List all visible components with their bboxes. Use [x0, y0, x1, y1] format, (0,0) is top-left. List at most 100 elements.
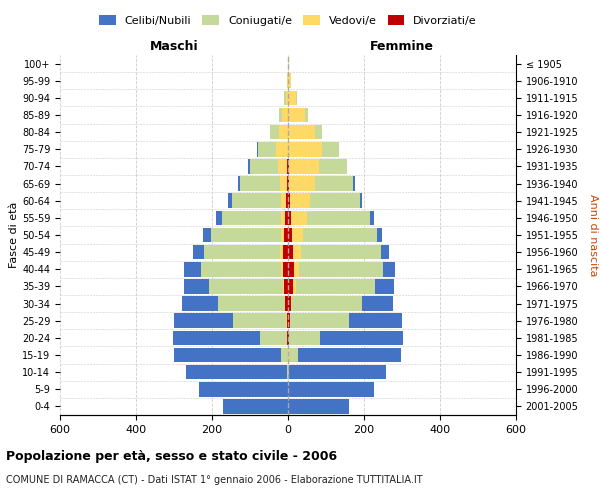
- Bar: [280, 176, 287, 191]
- Bar: [286, 210, 288, 225]
- Text: Maschi: Maschi: [149, 40, 199, 54]
- Bar: [281, 210, 286, 225]
- Bar: [248, 159, 250, 174]
- Bar: [203, 228, 211, 242]
- Bar: [288, 74, 290, 88]
- Bar: [288, 296, 290, 311]
- Bar: [278, 125, 288, 140]
- Text: Femmine: Femmine: [370, 40, 434, 54]
- Bar: [314, 125, 322, 140]
- Bar: [288, 210, 291, 225]
- Bar: [298, 348, 401, 362]
- Bar: [238, 176, 240, 191]
- Bar: [223, 399, 288, 413]
- Bar: [281, 194, 286, 208]
- Bar: [276, 142, 287, 156]
- Bar: [370, 210, 373, 225]
- Bar: [360, 194, 362, 208]
- Bar: [288, 228, 292, 242]
- Bar: [291, 210, 307, 225]
- Bar: [381, 245, 389, 260]
- Bar: [289, 176, 315, 191]
- Bar: [228, 194, 232, 208]
- Bar: [310, 194, 360, 208]
- Bar: [296, 279, 376, 293]
- Bar: [293, 245, 301, 260]
- Bar: [284, 279, 288, 293]
- Bar: [270, 125, 278, 140]
- Bar: [292, 296, 362, 311]
- Bar: [288, 245, 293, 260]
- Bar: [202, 262, 281, 276]
- Bar: [280, 245, 283, 260]
- Bar: [383, 262, 395, 276]
- Bar: [319, 159, 347, 174]
- Bar: [322, 142, 338, 156]
- Bar: [288, 176, 289, 191]
- Bar: [320, 330, 403, 345]
- Bar: [288, 194, 290, 208]
- Bar: [182, 296, 218, 311]
- Bar: [288, 125, 314, 140]
- Y-axis label: Fasce di età: Fasce di età: [9, 202, 19, 268]
- Bar: [292, 228, 303, 242]
- Bar: [288, 56, 289, 71]
- Text: COMUNE DI RAMACCA (CT) - Dati ISTAT 1° gennaio 2006 - Elaborazione TUTTITALIA.IT: COMUNE DI RAMACCA (CT) - Dati ISTAT 1° g…: [6, 475, 422, 485]
- Bar: [283, 279, 284, 293]
- Bar: [232, 194, 281, 208]
- Bar: [199, 382, 288, 396]
- Bar: [218, 296, 284, 311]
- Y-axis label: Anni di nascita: Anni di nascita: [588, 194, 598, 276]
- Bar: [257, 142, 258, 156]
- Bar: [287, 314, 288, 328]
- Bar: [296, 90, 297, 105]
- Bar: [376, 279, 394, 293]
- Bar: [281, 228, 284, 242]
- Bar: [289, 142, 322, 156]
- Bar: [294, 262, 299, 276]
- Bar: [353, 176, 355, 191]
- Bar: [287, 330, 288, 345]
- Bar: [289, 365, 386, 380]
- Bar: [186, 365, 287, 380]
- Bar: [288, 330, 289, 345]
- Bar: [288, 90, 296, 105]
- Bar: [209, 279, 283, 293]
- Bar: [283, 108, 288, 122]
- Bar: [301, 245, 381, 260]
- Bar: [284, 228, 288, 242]
- Bar: [289, 159, 319, 174]
- Bar: [284, 90, 286, 105]
- Bar: [287, 176, 288, 191]
- Bar: [377, 228, 382, 242]
- Bar: [289, 348, 298, 362]
- Bar: [216, 210, 222, 225]
- Bar: [288, 382, 373, 396]
- Bar: [250, 159, 278, 174]
- Bar: [290, 314, 349, 328]
- Bar: [281, 348, 287, 362]
- Bar: [289, 330, 320, 345]
- Bar: [293, 279, 296, 293]
- Bar: [288, 314, 290, 328]
- Bar: [287, 74, 288, 88]
- Bar: [303, 228, 377, 242]
- Bar: [240, 176, 280, 191]
- Bar: [299, 262, 383, 276]
- Bar: [349, 314, 403, 328]
- Bar: [205, 245, 280, 260]
- Bar: [184, 279, 209, 293]
- Bar: [233, 314, 286, 328]
- Bar: [286, 194, 288, 208]
- Bar: [288, 159, 289, 174]
- Bar: [260, 330, 287, 345]
- Bar: [315, 176, 353, 191]
- Legend: Celibi/Nubili, Coniugati/e, Vedovi/e, Divorziati/e: Celibi/Nubili, Coniugati/e, Vedovi/e, Di…: [95, 10, 481, 30]
- Bar: [175, 348, 281, 362]
- Bar: [290, 194, 310, 208]
- Bar: [362, 296, 393, 311]
- Bar: [290, 296, 292, 311]
- Bar: [222, 210, 281, 225]
- Bar: [288, 365, 289, 380]
- Bar: [288, 279, 293, 293]
